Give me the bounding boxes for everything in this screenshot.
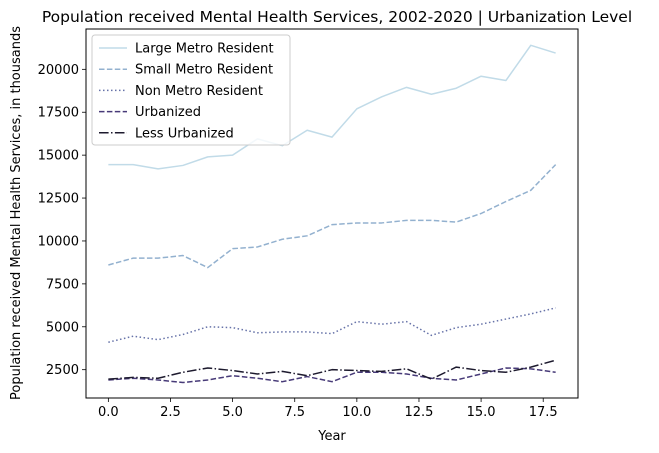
- y-tick-label: 12500: [38, 192, 79, 207]
- legend: Large Metro Resident Small Metro Resident…: [91, 34, 291, 146]
- series-line-2: [108, 164, 557, 269]
- x-tick-label: 12.5: [404, 405, 433, 420]
- y-tick-label: 10000: [38, 234, 79, 249]
- y-axis: 2500 5000 7500 10000 12500 15000 17500 20000: [38, 63, 86, 378]
- y-tick-label: 2500: [46, 363, 79, 378]
- plot-frame: [85, 28, 579, 399]
- chart-title: Population received Mental Health Servic…: [42, 8, 632, 26]
- series-line-4: [108, 367, 556, 384]
- y-tick-label: 20000: [38, 63, 79, 78]
- legend-box: [91, 34, 291, 146]
- x-tick-label: 2.5: [160, 405, 181, 420]
- y-tick-label: 17500: [38, 106, 79, 121]
- x-axis: 0.0 2.5 5.0 7.5 10.0 12.5 15.0 17.5: [98, 398, 558, 420]
- x-tick-label: 5.0: [222, 405, 243, 420]
- y-axis-label: Population received Mental Health Servic…: [9, 26, 24, 400]
- series-line-1: [108, 44, 556, 170]
- series-line-3: [108, 307, 556, 343]
- series-line-5: [108, 359, 556, 380]
- x-tick-label: 17.5: [529, 405, 558, 420]
- x-tick-label: 0.0: [98, 405, 119, 420]
- legend-label-5: Less Urbanized: [135, 126, 234, 141]
- x-tick-label: 7.5: [284, 405, 305, 420]
- plot-area: [108, 44, 557, 384]
- legend-label-1: Large Metro Resident: [135, 42, 274, 57]
- x-tick-label: 10.0: [342, 405, 371, 420]
- legend-label-4: Urbanized: [135, 105, 201, 120]
- x-tick-label: 15.0: [467, 405, 496, 420]
- y-tick-label: 7500: [46, 277, 79, 292]
- legend-label-2: Small Metro Resident: [135, 63, 273, 78]
- x-axis-label: Year: [317, 429, 346, 444]
- legend-label-3: Non Metro Resident: [135, 84, 263, 99]
- y-tick-label: 15000: [38, 149, 79, 164]
- y-tick-label: 5000: [46, 320, 79, 335]
